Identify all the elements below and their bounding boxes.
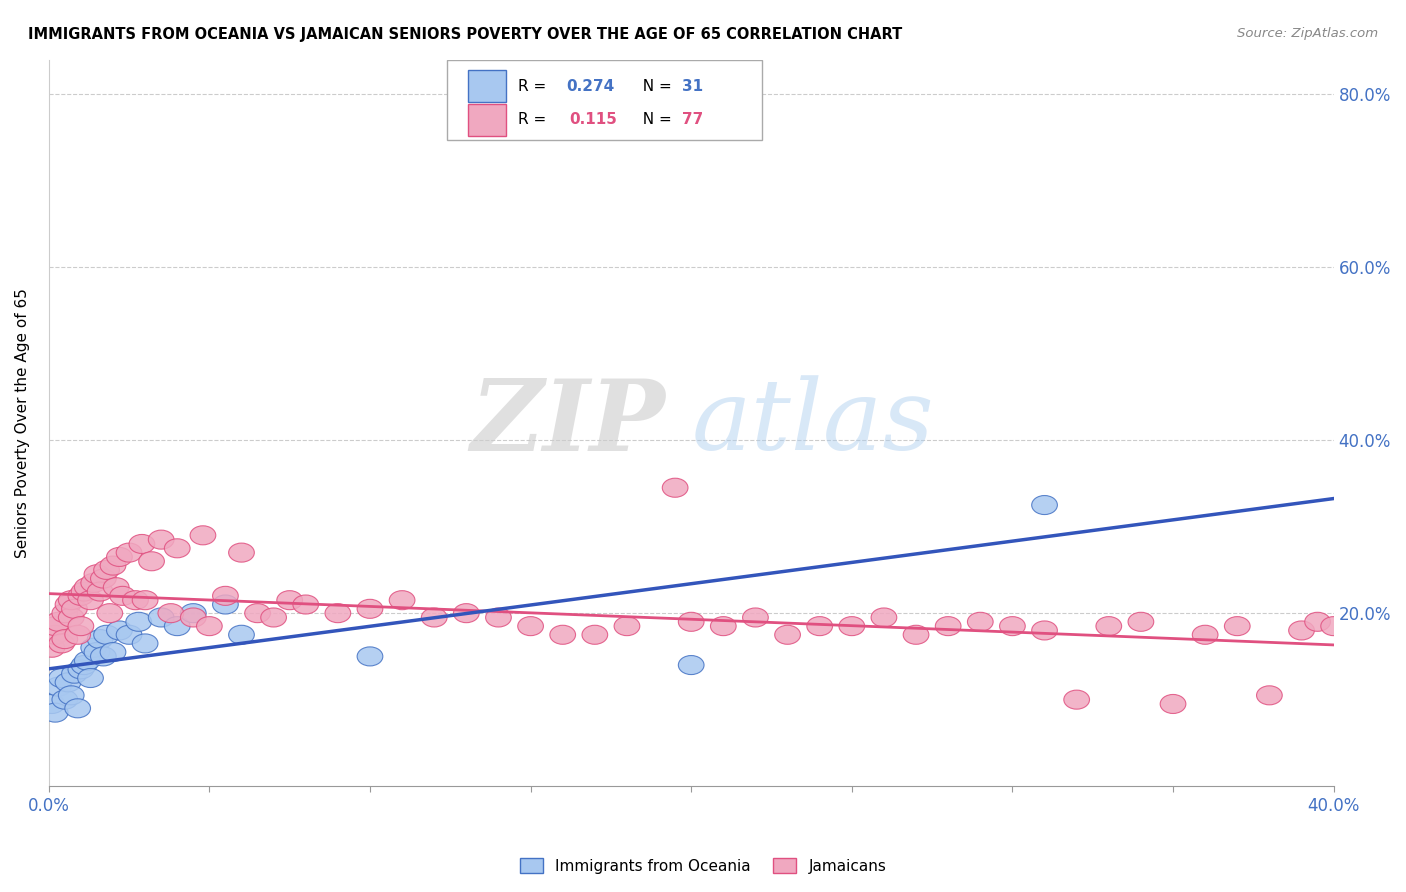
Text: 0.115: 0.115 xyxy=(569,112,617,128)
Text: atlas: atlas xyxy=(692,376,934,470)
Text: R =: R = xyxy=(517,79,551,94)
Text: 0.274: 0.274 xyxy=(567,79,614,94)
Text: N =: N = xyxy=(633,112,678,128)
FancyBboxPatch shape xyxy=(468,70,506,103)
Text: Source: ZipAtlas.com: Source: ZipAtlas.com xyxy=(1237,27,1378,40)
Legend: Immigrants from Oceania, Jamaicans: Immigrants from Oceania, Jamaicans xyxy=(513,852,893,880)
Text: IMMIGRANTS FROM OCEANIA VS JAMAICAN SENIORS POVERTY OVER THE AGE OF 65 CORRELATI: IMMIGRANTS FROM OCEANIA VS JAMAICAN SENI… xyxy=(28,27,903,42)
Text: N =: N = xyxy=(633,79,678,94)
Text: ZIP: ZIP xyxy=(471,375,665,471)
Y-axis label: Seniors Poverty Over the Age of 65: Seniors Poverty Over the Age of 65 xyxy=(15,288,30,558)
Text: 31: 31 xyxy=(682,79,703,94)
FancyBboxPatch shape xyxy=(468,104,506,136)
FancyBboxPatch shape xyxy=(447,60,762,139)
Text: R =: R = xyxy=(517,112,555,128)
Text: 77: 77 xyxy=(682,112,703,128)
